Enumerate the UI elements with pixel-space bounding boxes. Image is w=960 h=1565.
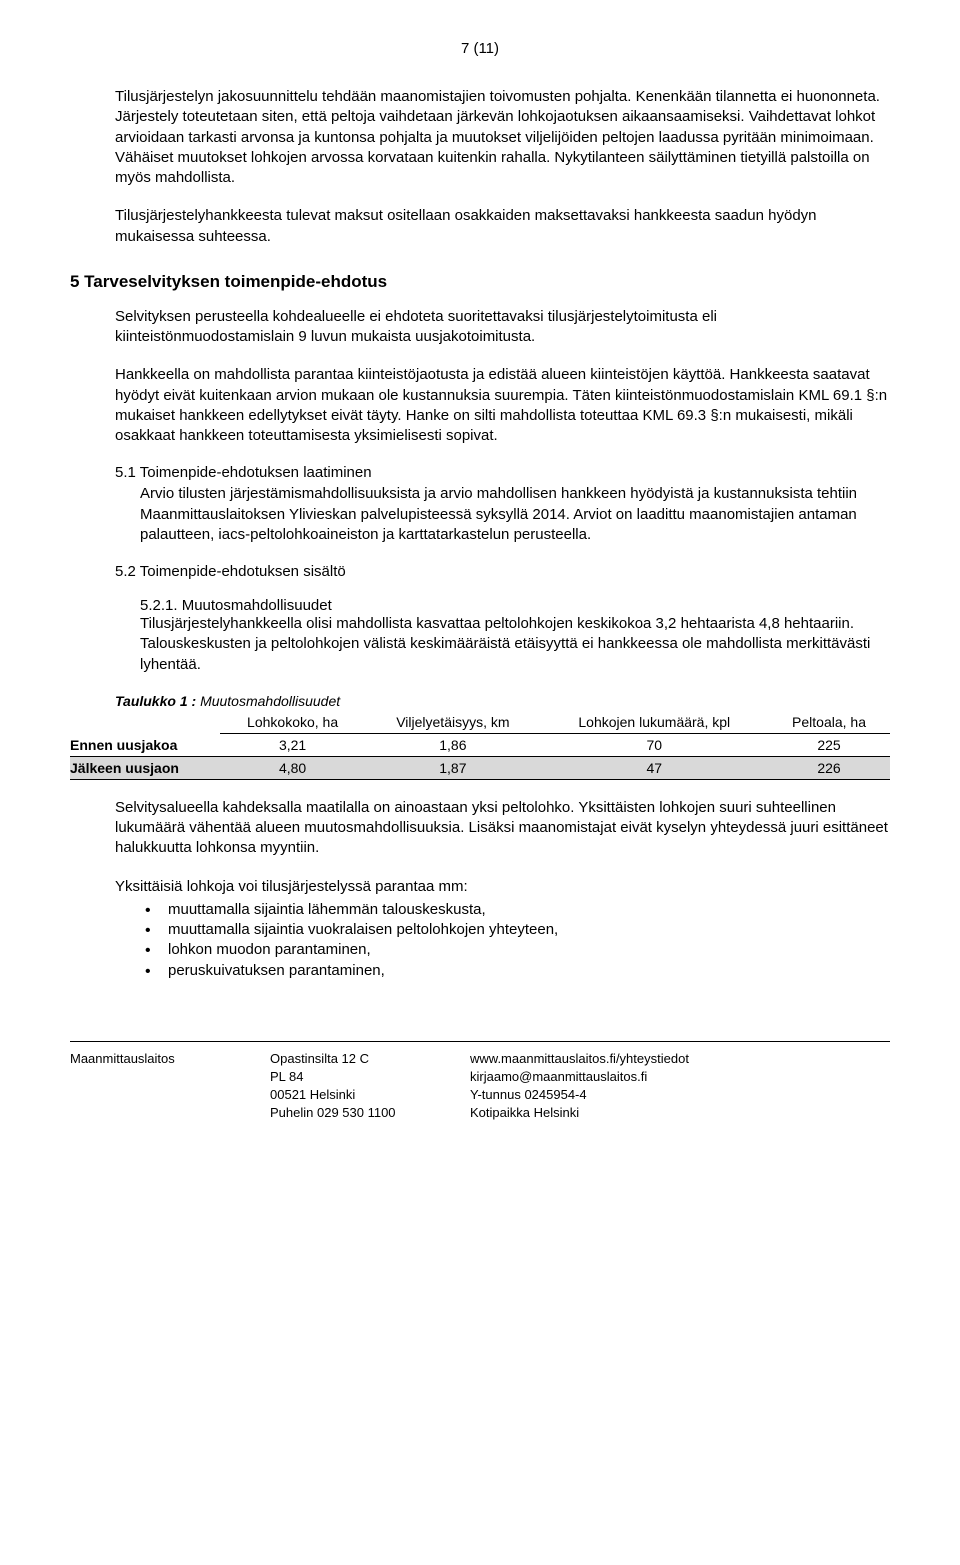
- subsubsection-heading: 5.2.1. Muutosmahdollisuudet: [140, 597, 890, 614]
- subsection-heading: 5.1 Toimenpide-ehdotuksen laatiminen: [115, 464, 890, 481]
- page-footer: Maanmittauslaitos Opastinsilta 12 C PL 8…: [70, 1041, 890, 1123]
- paragraph: Selvitysalueella kahdeksalla maatilalla …: [115, 798, 890, 859]
- data-table: Lohkokoko, ha Viljelyetäisyys, km Lohkoj…: [70, 711, 890, 780]
- table-cell: 1,86: [365, 733, 540, 756]
- table-cell: 3,21: [220, 733, 365, 756]
- table-cell: 225: [768, 733, 890, 756]
- table-row-label: Ennen uusjakoa: [70, 733, 220, 756]
- list-item: lohkon muodon parantaminen,: [140, 940, 890, 960]
- paragraph: Tilusjärjestelyn jakosuunnittelu tehdään…: [115, 87, 890, 188]
- table-column-header: Lohkojen lukumäärä, kpl: [541, 711, 768, 734]
- paragraph: Tilusjärjestelyhankkeesta tulevat maksut…: [115, 206, 890, 247]
- table-header-row: Lohkokoko, ha Viljelyetäisyys, km Lohkoj…: [70, 711, 890, 734]
- paragraph: Hankkeella on mahdollista parantaa kiint…: [115, 365, 890, 446]
- list-item: muuttamalla sijaintia lähemmän talouskes…: [140, 900, 890, 920]
- subsection-heading: 5.2 Toimenpide-ehdotuksen sisältö: [115, 563, 890, 580]
- table-row: Jälkeen uusjaon 4,80 1,87 47 226: [70, 756, 890, 779]
- table-row: Ennen uusjakoa 3,21 1,86 70 225: [70, 733, 890, 756]
- list-intro: Yksittäisiä lohkoja voi tilusjärjestelys…: [115, 877, 890, 897]
- table-column-header: Peltoala, ha: [768, 711, 890, 734]
- footer-phone: Puhelin 029 530 1100: [270, 1104, 470, 1122]
- footer-address: Opastinsilta 12 C: [270, 1050, 470, 1068]
- bullet-list: muuttamalla sijaintia lähemmän talouskes…: [140, 900, 890, 981]
- paragraph: Arvio tilusten järjestämismahdollisuuksi…: [140, 484, 890, 545]
- table-caption-text: Muutosmahdollisuudet: [200, 693, 340, 709]
- footer-org: Maanmittauslaitos: [70, 1050, 270, 1068]
- list-item: peruskuivatuksen parantaminen,: [140, 961, 890, 981]
- footer-email: kirjaamo@maanmittauslaitos.fi: [470, 1068, 890, 1086]
- page-number: 7 (11): [70, 40, 890, 57]
- table-cell: 226: [768, 756, 890, 779]
- paragraph: Tilusjärjestelyhankkeella olisi mahdolli…: [140, 614, 890, 675]
- footer-website: www.maanmittauslaitos.fi/yhteystiedot: [470, 1050, 890, 1068]
- table-cell: 70: [541, 733, 768, 756]
- table-column-header: Viljelyetäisyys, km: [365, 711, 540, 734]
- footer-ytunnus: Y-tunnus 0245954-4: [470, 1086, 890, 1104]
- table-cell: 47: [541, 756, 768, 779]
- table-column-header: Lohkokoko, ha: [220, 711, 365, 734]
- footer-address: PL 84: [270, 1068, 470, 1086]
- table-row-label: Jälkeen uusjaon: [70, 756, 220, 779]
- footer-kotipaikka: Kotipaikka Helsinki: [470, 1104, 890, 1122]
- paragraph: Selvityksen perusteella kohdealueelle ei…: [115, 307, 890, 348]
- table-cell: 1,87: [365, 756, 540, 779]
- table-caption: Taulukko 1 : Muutosmahdollisuudet: [115, 693, 890, 709]
- section-heading: 5 Tarveselvityksen toimenpide-ehdotus: [70, 272, 890, 292]
- table-cell: 4,80: [220, 756, 365, 779]
- table-caption-label: Taulukko 1 :: [115, 693, 200, 709]
- footer-address: 00521 Helsinki: [270, 1086, 470, 1104]
- list-item: muuttamalla sijaintia vuokralaisen pelto…: [140, 920, 890, 940]
